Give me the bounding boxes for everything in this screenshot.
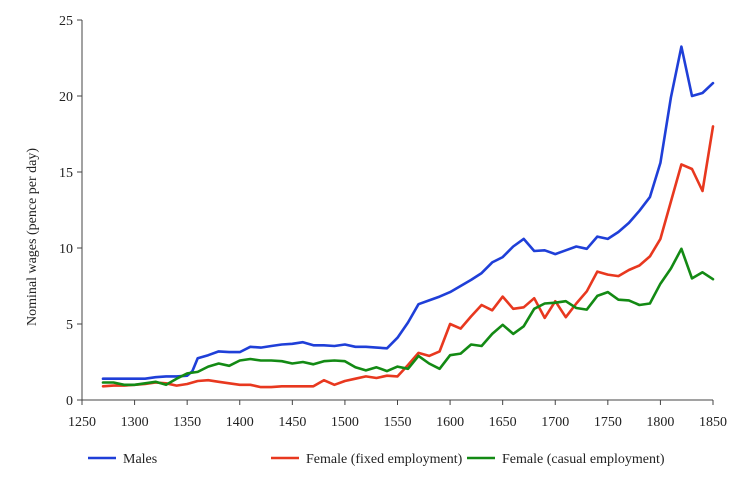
- y-tick-label: 20: [59, 90, 73, 105]
- x-tick-label: 1450: [278, 415, 306, 430]
- x-tick-label: 1300: [121, 415, 149, 430]
- x-tick-label: 1750: [594, 415, 622, 430]
- x-tick-label: 1650: [489, 415, 517, 430]
- x-axis-ticks: 1250 1300 1350 1400 1450 1500 1550 1600 1650 1700…: [68, 400, 727, 430]
- x-tick-label: 1700: [541, 415, 569, 430]
- legend-label-1: Males: [123, 452, 157, 467]
- x-tick-label: 1400: [226, 415, 254, 430]
- y-tick-label: 15: [59, 166, 73, 181]
- x-tick-label: 1600: [436, 415, 464, 430]
- y-axis-ticks: 0 5 10 15 20 25: [59, 14, 82, 409]
- y-axis-title: Nominal wages (pence per day): [25, 148, 40, 326]
- x-tick-label: 1800: [646, 415, 674, 430]
- y-tick-label: 25: [59, 14, 73, 29]
- y-tick-label: 0: [66, 394, 73, 409]
- y-tick-label: 10: [59, 242, 73, 257]
- y-tick-label: 5: [66, 318, 73, 333]
- x-tick-label: 1350: [173, 415, 201, 430]
- x-tick-label: 1250: [68, 415, 96, 430]
- legend-label-3: Female (casual employment): [502, 452, 665, 467]
- series-line-2: [101, 125, 715, 389]
- series-line-1: [101, 45, 715, 381]
- x-tick-label: 1850: [699, 415, 727, 430]
- legend: Males Female (fixed employment) Female (ca…: [88, 452, 665, 467]
- legend-label-2: Female (fixed employment): [306, 452, 463, 467]
- series-line-3: [101, 247, 715, 387]
- x-tick-label: 1550: [384, 415, 412, 430]
- x-tick-label: 1500: [331, 415, 359, 430]
- series-lines: [101, 45, 715, 389]
